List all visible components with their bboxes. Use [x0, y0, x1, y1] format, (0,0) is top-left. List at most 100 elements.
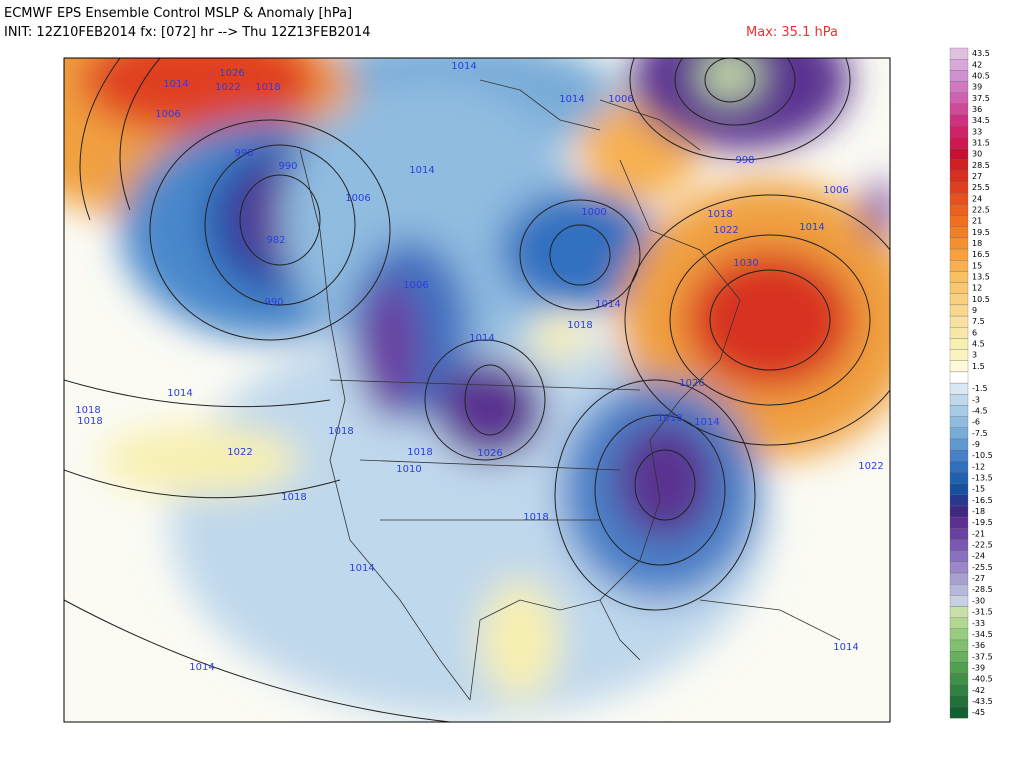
anomaly-blob — [700, 58, 760, 100]
isobars — [64, 58, 890, 722]
colorbar-swatch — [949, 550, 969, 562]
colorbar-label: -36 — [972, 641, 985, 650]
colorbar-label: 1.5 — [972, 362, 985, 371]
contour-label: 1018 — [707, 209, 732, 220]
contour-label: 1014 — [469, 333, 494, 344]
colorbar-swatch — [949, 449, 969, 462]
contour-label: 1014 — [189, 662, 214, 673]
colorbar-swatch — [949, 494, 969, 507]
colorbar-label: -13.5 — [972, 474, 993, 483]
contour-label: 1006 — [345, 193, 370, 204]
colorbar: 43.54240.53937.53634.53331.53028.52725.5… — [949, 47, 993, 719]
colorbar-label: -7.5 — [972, 429, 988, 438]
colorbar-swatch — [949, 673, 969, 685]
contour-label: 990 — [264, 297, 283, 308]
colorbar-swatch — [949, 483, 969, 495]
colorbar-label: 19.5 — [972, 228, 990, 237]
colorbar-label: 6 — [972, 328, 977, 337]
colorbar-label: -24 — [972, 552, 985, 561]
contour-label: 1000 — [581, 207, 606, 218]
colorbar-swatch — [949, 92, 969, 105]
colorbar-label: 16.5 — [972, 250, 990, 259]
contour-label: 1006 — [155, 109, 180, 120]
colorbar-label: 4.5 — [972, 340, 985, 349]
anomaly-blob — [280, 80, 580, 360]
contour-label: 1018 — [523, 512, 548, 523]
colorbar-label: 9 — [972, 306, 977, 315]
contour-label: 1014 — [409, 165, 434, 176]
colorbar-swatch — [949, 595, 969, 607]
colorbar-label: -16.5 — [972, 496, 993, 505]
colorbar-label: -4.5 — [972, 407, 988, 416]
colorbar-swatch — [949, 126, 969, 138]
colorbar-swatch — [949, 327, 969, 339]
colorbar-swatch — [949, 282, 969, 294]
colorbar-swatch — [949, 70, 969, 82]
colorbar-swatch — [949, 260, 969, 272]
anomaly-blob — [80, 58, 320, 135]
colorbar-swatch — [949, 427, 969, 440]
max-label: Max: 35.1 hPa — [746, 25, 838, 40]
contour-label: 990 — [278, 161, 297, 172]
colorbar-swatch — [949, 59, 969, 71]
colorbar-label: 30 — [972, 150, 982, 159]
colorbar-swatch — [949, 706, 969, 719]
colorbar-label: -31.5 — [972, 608, 993, 617]
colorbar-label: -1.5 — [972, 384, 988, 393]
colorbar-swatch — [949, 226, 969, 239]
colorbar-swatch — [949, 170, 969, 183]
colorbar-swatch — [949, 684, 969, 697]
colorbar-swatch — [949, 461, 969, 473]
colorbar-label: 7.5 — [972, 317, 985, 326]
colorbar-swatch — [949, 360, 969, 373]
colorbar-swatch — [949, 416, 969, 428]
colorbar-label: -34.5 — [972, 630, 993, 639]
colorbar-label: 43.5 — [972, 49, 990, 58]
contour-label: 1014 — [799, 222, 824, 233]
colorbar-swatch — [949, 148, 969, 160]
colorbar-swatch — [949, 617, 969, 629]
contour-label: 1018 — [328, 426, 353, 437]
contour-label: 1014 — [167, 388, 192, 399]
colorbar-label: -12 — [972, 462, 985, 471]
contour-label: 1026 — [477, 448, 502, 459]
colorbar-swatch — [949, 349, 969, 361]
contour-label: 1014 — [163, 79, 188, 90]
contour-label: 1014 — [833, 642, 858, 653]
contour-label: 1014 — [595, 299, 620, 310]
colorbar-label: 10.5 — [972, 295, 990, 304]
colorbar-label: 24 — [972, 194, 982, 203]
colorbar-swatch — [949, 114, 969, 127]
colorbar-swatch — [949, 606, 969, 618]
colorbar-label: 42 — [972, 60, 982, 69]
contour-labels: 1014 1026 1022 1018 1006 998 990 982 990 1006 1014… — [75, 61, 883, 673]
colorbar-label: 18 — [972, 239, 982, 248]
contour-label: 1022 — [227, 447, 252, 458]
colorbar-swatch — [949, 572, 969, 585]
contour-label: 1018 — [657, 413, 682, 424]
contour-label: 998 — [735, 155, 754, 166]
colorbar-swatch — [949, 271, 969, 283]
colorbar-label: -3 — [972, 395, 980, 404]
colorbar-swatch — [949, 662, 969, 674]
title-line-1: ECMWF EPS Ensemble Control MSLP & Anomal… — [4, 6, 352, 21]
colorbar-label: 21 — [972, 217, 982, 226]
colorbar-label: -19.5 — [972, 518, 993, 527]
colorbar-label: 15 — [972, 261, 982, 270]
colorbar-swatch — [949, 516, 969, 529]
contour-label: 1014 — [349, 563, 374, 574]
colorbar-label: 3 — [972, 351, 977, 360]
colorbar-label: -30 — [972, 596, 985, 605]
colorbar-swatch — [949, 628, 969, 641]
colorbar-label: 33 — [972, 127, 982, 136]
colorbar-label: 12 — [972, 284, 982, 293]
colorbar-label: 37.5 — [972, 94, 990, 103]
colorbar-label: 25.5 — [972, 183, 990, 192]
colorbar-label: 40.5 — [972, 71, 990, 80]
colorbar-swatch — [949, 695, 969, 708]
anomaly-blob — [435, 360, 545, 460]
contour-label: 1006 — [403, 280, 428, 291]
colorbar-swatch — [949, 382, 969, 395]
colorbar-label: -45 — [972, 708, 985, 717]
